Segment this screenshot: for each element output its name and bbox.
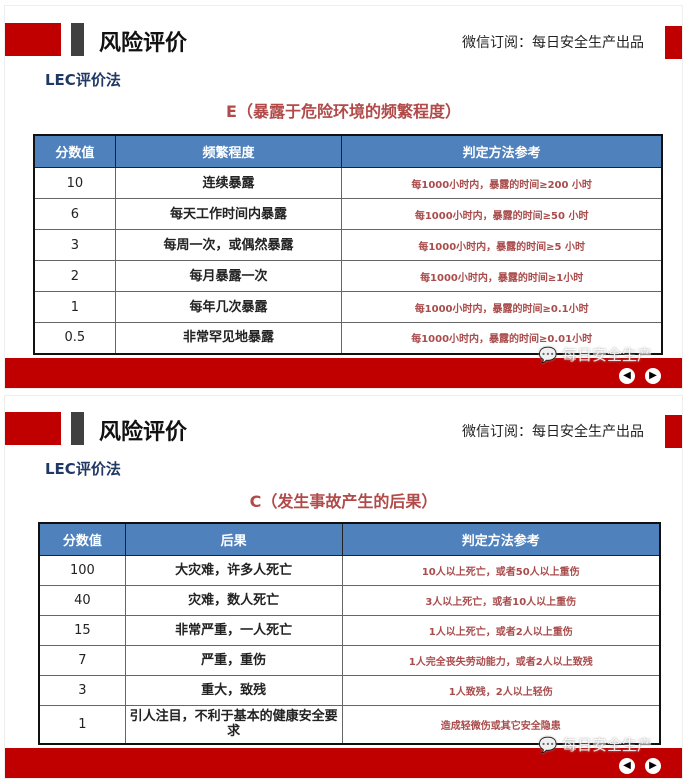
table-subtitle: E（暴露于危险环境的频繁程度） [226, 102, 461, 121]
table-row: 40 灾难，数人死亡 3人以上死亡，或者10人以上重伤 [38, 585, 661, 616]
description: 每月暴露一次 [114, 260, 343, 292]
column-header: 分数值 [38, 522, 126, 556]
header-gray-bar [71, 23, 84, 56]
watermark-text: 每日安全生产 [561, 736, 652, 754]
score-value: 10 [33, 167, 116, 199]
score-value: 1 [38, 705, 126, 744]
description: 每天工作时间内暴露 [114, 198, 343, 230]
score-value: 100 [38, 555, 126, 586]
table-row: 0.5 非常罕见地暴露 每1000小时内，暴露的时间≥0.01小时 [33, 322, 663, 354]
method-label: LEC评价法 [45, 71, 121, 89]
criteria: 每1000小时内，暴露的时间≥5 小时 [341, 229, 663, 261]
slide-title: 风险评价 [99, 31, 188, 56]
criteria: 1人以上死亡，或者2人以上重伤 [341, 615, 661, 646]
column-header: 后果 [124, 522, 343, 556]
score-value: 2 [33, 260, 116, 292]
score-value: 3 [38, 675, 126, 706]
description: 连续暴露 [114, 167, 343, 199]
header-red-right [665, 26, 682, 59]
description: 灾难，数人死亡 [124, 585, 343, 616]
footer-bar: 💬 每日安全生产 ◀ ▶ [5, 736, 682, 778]
wechat-logo-icon: 💬 [538, 346, 558, 364]
criteria: 每1000小时内，暴露的时间≥200 小时 [341, 167, 663, 199]
score-value: 1 [33, 291, 116, 323]
table-row: 100 大灾难，许多人死亡 10人以上死亡，或者50人以上重伤 [38, 555, 661, 586]
slide-2: 风险评价 微信订阅：每日安全生产出品 LEC评价法 C（发生事故产生的后果） 分… [4, 395, 683, 779]
score-table: 分数值 后果 判定方法参考 100 大灾难，许多人死亡 10人以上死亡，或者50人以… [38, 522, 661, 745]
arrow-right-icon[interactable]: ▶ [645, 368, 661, 384]
table-row: 6 每天工作时间内暴露 每1000小时内，暴露的时间≥50 小时 [33, 198, 663, 230]
description: 非常罕见地暴露 [114, 322, 343, 354]
table-subtitle: C（发生事故产生的后果） [249, 492, 438, 511]
score-table: 分数值 频繁程度 判定方法参考 10 连续暴露 每1000小时内，暴露的时间≥200… [33, 134, 663, 355]
slide-1: 风险评价 微信订阅：每日安全生产出品 LEC评价法 E（暴露于危险环境的频繁程度… [4, 5, 683, 389]
criteria: 每1000小时内，暴露的时间≥1小时 [341, 260, 663, 292]
description: 每周一次，或偶然暴露 [114, 229, 343, 261]
score-value: 7 [38, 645, 126, 676]
watermark-text: 每日安全生产 [561, 346, 652, 364]
column-header: 频繁程度 [114, 134, 343, 168]
criteria: 10人以上死亡，或者50人以上重伤 [341, 555, 661, 586]
wechat-logo-icon: 💬 [538, 736, 558, 754]
table-row: 2 每月暴露一次 每1000小时内，暴露的时间≥1小时 [33, 260, 663, 292]
footer-bar: 💬 每日安全生产 ◀ ▶ [5, 346, 682, 388]
table-row: 3 每周一次，或偶然暴露 每1000小时内，暴露的时间≥5 小时 [33, 229, 663, 261]
score-value: 40 [38, 585, 126, 616]
criteria: 1人致残，2人以上轻伤 [341, 675, 661, 706]
criteria: 造成轻微伤或其它安全隐患 [341, 705, 661, 744]
column-header: 判定方法参考 [341, 522, 661, 556]
criteria: 3人以上死亡，或者10人以上重伤 [341, 585, 661, 616]
column-header: 分数值 [33, 134, 116, 168]
wechat-subscribe-text: 微信订阅：每日安全生产出品 [462, 35, 644, 51]
header-red-right [665, 415, 682, 448]
method-label: LEC评价法 [45, 460, 121, 478]
table-row: 3 重大，致残 1人致残，2人以上轻伤 [38, 675, 661, 706]
description: 引人注目，不利于基本的健康安全要求 [124, 705, 343, 744]
table-row: 1 每年几次暴露 每1000小时内，暴露的时间≥0.1小时 [33, 291, 663, 323]
description: 大灾难，许多人死亡 [124, 555, 343, 586]
header-red-block [5, 23, 61, 56]
table-row: 7 严重，重伤 1人完全丧失劳动能力，或者2人以上致残 [38, 645, 661, 676]
score-value: 15 [38, 615, 126, 646]
description: 非常严重，一人死亡 [124, 615, 343, 646]
wechat-subscribe-text: 微信订阅：每日安全生产出品 [462, 424, 644, 440]
score-value: 6 [33, 198, 116, 230]
arrow-left-icon[interactable]: ◀ [619, 368, 635, 384]
criteria: 每1000小时内，暴露的时间≥50 小时 [341, 198, 663, 230]
table-header-row: 分数值 后果 判定方法参考 [38, 522, 661, 556]
column-header: 判定方法参考 [341, 134, 663, 168]
table-row: 1 引人注目，不利于基本的健康安全要求 造成轻微伤或其它安全隐患 [38, 705, 661, 744]
description: 重大，致残 [124, 675, 343, 706]
watermark: 💬 每日安全生产 [539, 344, 652, 365]
watermark: 💬 每日安全生产 [539, 734, 652, 755]
score-value: 0.5 [33, 322, 116, 354]
table-row: 10 连续暴露 每1000小时内，暴露的时间≥200 小时 [33, 167, 663, 199]
criteria: 每1000小时内，暴露的时间≥0.01小时 [341, 322, 663, 354]
criteria: 每1000小时内，暴露的时间≥0.1小时 [341, 291, 663, 323]
arrow-right-icon[interactable]: ▶ [645, 758, 661, 774]
header-gray-bar [71, 412, 84, 445]
arrow-left-icon[interactable]: ◀ [619, 758, 635, 774]
description: 每年几次暴露 [114, 291, 343, 323]
slide-title: 风险评价 [99, 420, 188, 445]
criteria: 1人完全丧失劳动能力，或者2人以上致残 [341, 645, 661, 676]
header-red-block [5, 412, 61, 445]
description: 严重，重伤 [124, 645, 343, 676]
table-row: 15 非常严重，一人死亡 1人以上死亡，或者2人以上重伤 [38, 615, 661, 646]
score-value: 3 [33, 229, 116, 261]
table-header-row: 分数值 频繁程度 判定方法参考 [33, 134, 663, 168]
